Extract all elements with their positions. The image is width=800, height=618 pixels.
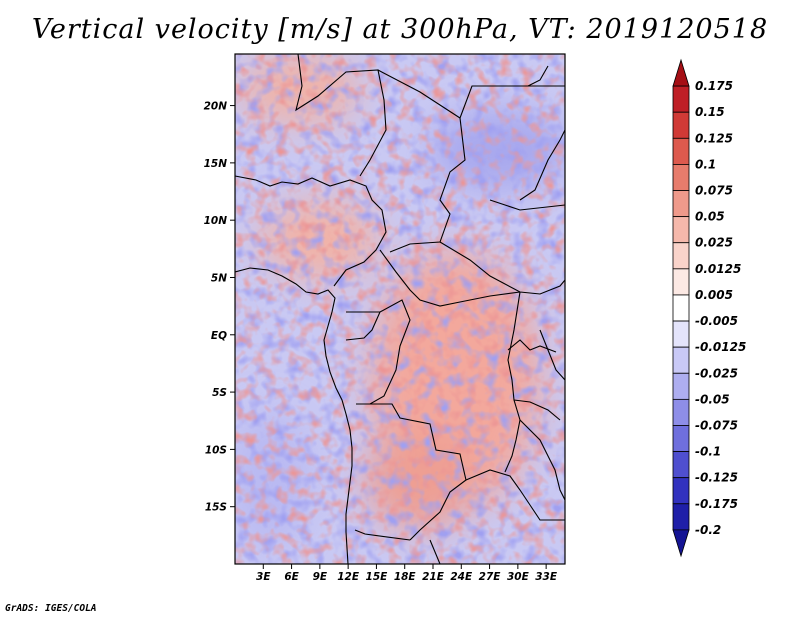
- colorbar-swatch: [672, 425, 690, 452]
- colorbar-swatch: [672, 398, 690, 426]
- colorbar-swatch: [672, 477, 690, 505]
- colorbar-label: 0.1: [695, 157, 716, 171]
- plot-title: Vertical velocity [m/s] at 300hPa, VT: 2…: [31, 14, 769, 45]
- lon-tick-label: 24E: [450, 571, 473, 583]
- lon-tick-label: 6E: [284, 571, 299, 583]
- colorbar-swatch: [672, 268, 690, 296]
- colorbar-label: 0.005: [695, 288, 733, 302]
- latitude-axis: 20N 15N 10N 5N EQ 5S 10S 15S: [204, 101, 235, 514]
- colorbar-max-triangle: [672, 58, 690, 87]
- colorbar-label: -0.0125: [695, 340, 746, 354]
- colorbar-swatch: [672, 294, 690, 322]
- lon-tick-label: 12E: [337, 571, 360, 583]
- colorbar-min-triangle: [672, 529, 690, 558]
- colorbar-swatch: [672, 190, 690, 218]
- colorbar-swatch: [672, 451, 690, 479]
- lon-tick-label: 15E: [366, 571, 389, 583]
- colorbar-label: -0.025: [695, 366, 738, 380]
- country-borders: [235, 54, 565, 564]
- lon-tick-label: 27E: [479, 571, 502, 583]
- colorbar-label: 0.0125: [695, 262, 741, 276]
- lat-tick-label: 10S: [205, 444, 227, 456]
- lon-tick-label: 30E: [507, 571, 530, 583]
- colorbar-swatch: [672, 111, 690, 139]
- colorbar-swatch: [672, 164, 690, 191]
- lat-tick-label: 5S: [212, 387, 227, 399]
- colorbar: 0.175 0.15 0.125 0.1 0.075 0.05 0.025 0.0125 0.0…: [672, 58, 746, 558]
- colorbar-swatch: [672, 372, 690, 400]
- colorbar-swatch: [672, 503, 690, 531]
- colorbar-label: 0.075: [695, 184, 733, 198]
- colorbar-label: 0.125: [695, 131, 733, 145]
- lat-tick-label: 5N: [211, 272, 227, 284]
- colorbar-label: -0.175: [695, 497, 738, 511]
- colorbar-swatch: [672, 242, 690, 270]
- colorbar-label: 0.175: [695, 79, 733, 93]
- colorbar-swatch: [672, 216, 690, 244]
- colorbar-label: -0.05: [695, 392, 730, 406]
- lat-tick-label: 10N: [204, 215, 228, 227]
- lon-tick-label: 9E: [313, 571, 328, 583]
- velocity-field: [235, 54, 565, 564]
- colorbar-label: -0.075: [695, 418, 738, 432]
- lon-tick-label: 18E: [394, 571, 417, 583]
- longitude-axis: 3E 6E 9E 12E 15E 18E 21E 24E 27E 30E 33E: [256, 564, 558, 583]
- lat-tick-label: 15S: [205, 502, 227, 514]
- colorbar-label: -0.1: [695, 445, 721, 459]
- colorbar-label: 0.15: [695, 105, 725, 119]
- lat-tick-label: EQ: [211, 330, 227, 342]
- colorbar-label: 0.05: [695, 210, 725, 224]
- lon-tick-label: 21E: [422, 571, 445, 583]
- colorbar-swatch: [672, 346, 690, 374]
- map-frame: [234, 53, 566, 565]
- colorbar-label: -0.2: [695, 523, 721, 537]
- lon-tick-label: 3E: [256, 571, 271, 583]
- grads-credit: GrADS: IGES/COLA: [5, 603, 97, 614]
- colorbar-label: -0.005: [695, 314, 738, 328]
- colorbar-swatch: [672, 85, 690, 113]
- lon-tick-label: 33E: [535, 571, 558, 583]
- lat-tick-label: 15N: [204, 158, 228, 170]
- colorbar-label: 0.025: [695, 236, 733, 250]
- lat-tick-label: 20N: [204, 101, 228, 113]
- colorbar-swatch: [672, 137, 690, 165]
- colorbar-label: -0.125: [695, 471, 738, 485]
- colorbar-swatch: [672, 320, 690, 348]
